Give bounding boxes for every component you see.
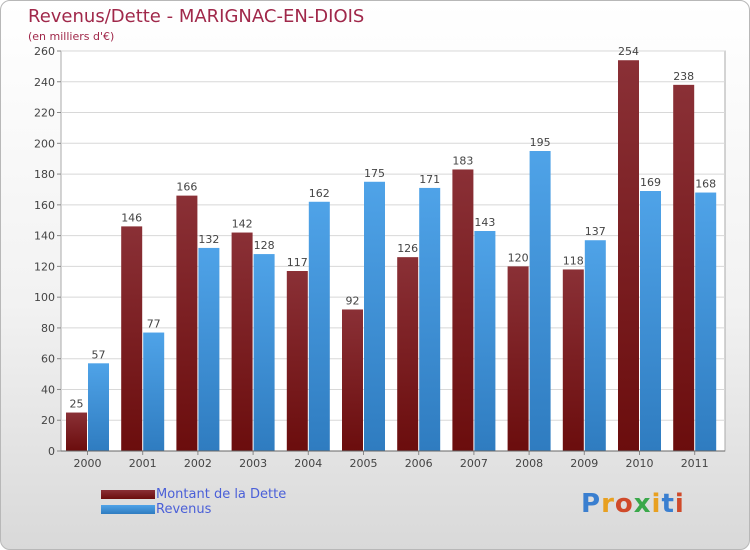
bar-revenus xyxy=(308,201,330,451)
value-label-dette: 142 xyxy=(232,218,253,231)
logo-letter: r xyxy=(601,489,615,519)
y-tick-label: 20 xyxy=(41,414,55,427)
value-label-dette: 183 xyxy=(452,154,473,167)
logo-letter: o xyxy=(614,489,634,519)
legend-item-revenus: Revenus xyxy=(101,502,286,517)
bar-dette xyxy=(673,84,695,451)
y-tick-label: 100 xyxy=(34,291,55,304)
bar-revenus xyxy=(253,254,275,451)
bar-dette xyxy=(66,412,87,451)
value-label-dette: 126 xyxy=(397,242,418,255)
y-tick-label: 80 xyxy=(41,322,55,335)
logo-letter: t xyxy=(661,489,675,519)
logo-letter: x xyxy=(633,489,652,519)
legend-label-dette: Montant de la Dette xyxy=(156,487,287,502)
bar-dette xyxy=(231,232,253,451)
logo-letter: i xyxy=(674,489,685,519)
value-label-dette: 146 xyxy=(121,211,142,224)
y-tick-label: 140 xyxy=(34,230,55,243)
x-tick-label: 2008 xyxy=(515,457,543,470)
value-label-revenus: 132 xyxy=(198,233,219,246)
bar-dette xyxy=(562,269,584,451)
bar-revenus xyxy=(474,231,496,451)
bar-revenus xyxy=(529,151,551,451)
x-tick-label: 2001 xyxy=(129,457,157,470)
value-label-dette: 120 xyxy=(508,251,529,264)
bar-dette xyxy=(507,266,529,451)
y-tick-label: 160 xyxy=(34,199,55,212)
value-label-dette: 117 xyxy=(287,256,308,269)
y-tick-label: 220 xyxy=(34,107,55,120)
legend-item-dette: Montant de la Dette xyxy=(101,487,286,502)
x-tick-label: 2006 xyxy=(405,457,433,470)
bar-dette xyxy=(618,60,639,451)
x-tick-label: 2004 xyxy=(294,457,322,470)
chart-subtitle: (en milliers d'€) xyxy=(28,30,115,43)
bar-revenus xyxy=(419,187,441,451)
value-label-revenus: 137 xyxy=(585,225,606,238)
x-tick-label: 2005 xyxy=(350,457,378,470)
proxiti-logo: Proxiti xyxy=(581,489,685,519)
x-tick-label: 2002 xyxy=(184,457,212,470)
value-label-revenus: 143 xyxy=(474,216,495,229)
bar-dette xyxy=(342,309,363,451)
logo-letter: i xyxy=(651,489,662,519)
legend-label-revenus: Revenus xyxy=(156,502,212,517)
legend: Montant de la Dette Revenus xyxy=(101,487,286,517)
bar-revenus xyxy=(364,181,385,451)
value-label-revenus: 171 xyxy=(419,173,440,186)
value-label-revenus: 175 xyxy=(364,167,385,180)
bar-dette xyxy=(397,257,419,451)
y-tick-label: 260 xyxy=(34,45,55,58)
y-tick-label: 60 xyxy=(41,353,55,366)
x-tick-label: 2009 xyxy=(570,457,598,470)
x-tick-label: 2007 xyxy=(460,457,488,470)
bar-revenus xyxy=(584,240,606,451)
x-tick-label: 2000 xyxy=(74,457,102,470)
value-label-revenus: 128 xyxy=(254,239,275,252)
value-label-revenus: 169 xyxy=(640,176,661,189)
bar-dette xyxy=(121,226,143,451)
value-label-dette: 238 xyxy=(673,70,694,83)
bar-revenus xyxy=(198,247,220,451)
bar-revenus xyxy=(695,192,717,452)
value-label-revenus: 195 xyxy=(530,136,551,149)
bar-revenus xyxy=(88,363,109,451)
legend-swatch-revenus xyxy=(101,505,155,514)
bar-revenus xyxy=(143,332,165,451)
value-label-dette: 92 xyxy=(346,294,360,307)
legend-swatch-dette xyxy=(101,490,155,499)
value-label-revenus: 168 xyxy=(695,178,716,191)
y-tick-label: 120 xyxy=(34,260,55,273)
value-label-dette: 118 xyxy=(563,254,584,267)
bar-dette xyxy=(452,169,474,451)
x-tick-label: 2003 xyxy=(239,457,267,470)
x-tick-label: 2011 xyxy=(681,457,709,470)
value-label-dette: 166 xyxy=(176,181,197,194)
logo-letter: P xyxy=(581,489,602,519)
y-tick-label: 200 xyxy=(34,137,55,150)
value-label-revenus: 77 xyxy=(147,318,161,331)
y-tick-label: 180 xyxy=(34,168,55,181)
bar-revenus xyxy=(640,191,661,451)
value-label-dette: 254 xyxy=(618,45,639,58)
bar-dette xyxy=(176,195,198,451)
chart-title: Revenus/Dette - MARIGNAC-EN-DIOIS xyxy=(28,6,365,27)
plot-area xyxy=(60,50,726,452)
y-tick-label: 240 xyxy=(34,76,55,89)
x-tick-label: 2010 xyxy=(626,457,654,470)
value-label-revenus: 162 xyxy=(309,187,330,200)
value-label-revenus: 57 xyxy=(92,348,106,361)
bar-dette xyxy=(286,271,308,451)
value-label-dette: 25 xyxy=(70,398,84,411)
y-tick-label: 40 xyxy=(41,383,55,396)
y-tick-label: 0 xyxy=(48,445,55,458)
